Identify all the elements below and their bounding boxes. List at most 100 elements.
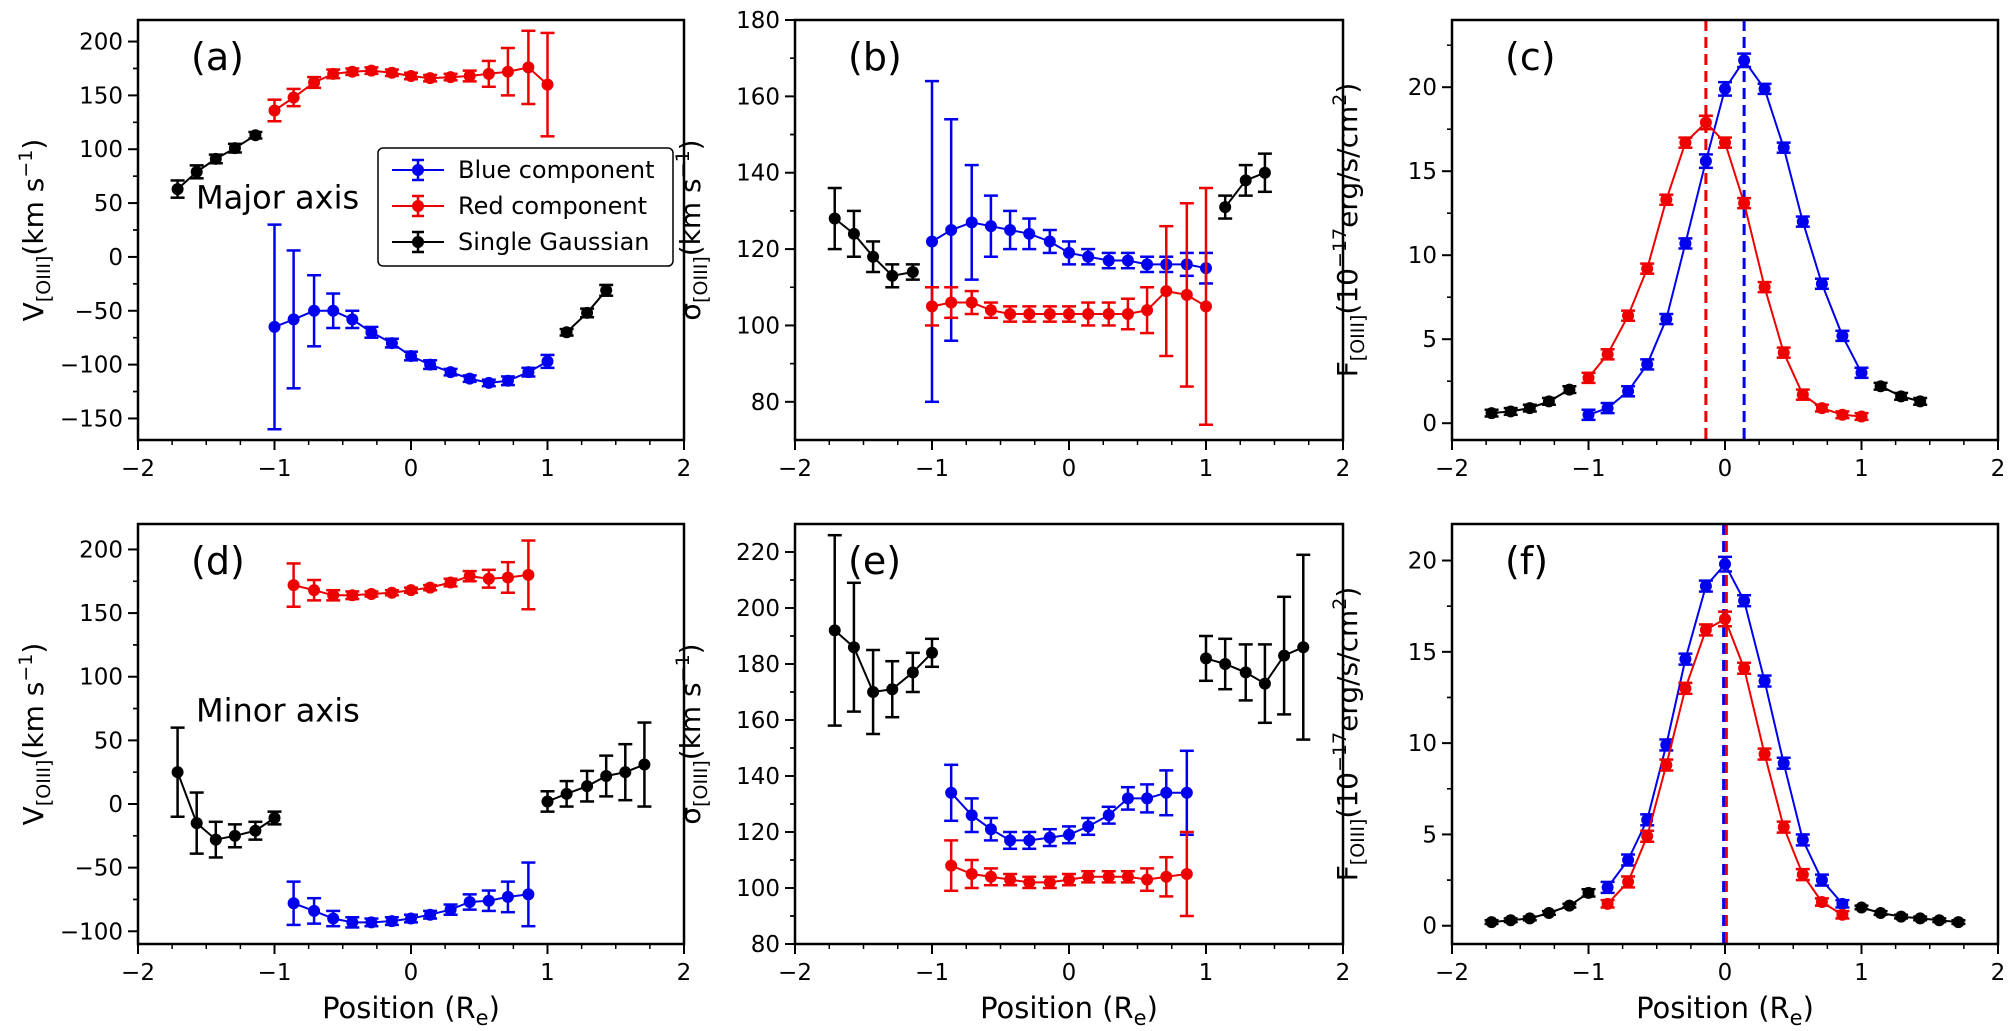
- x-tick-label: −2: [778, 456, 812, 482]
- data-point: [1660, 759, 1673, 772]
- y-label-part: ): [1331, 83, 1364, 94]
- data-point: [984, 220, 997, 233]
- legend: Blue component Red component Single Gaussi…: [377, 147, 674, 267]
- data-point: [1660, 738, 1673, 751]
- y-axis-label: σ[OIII](km s−1): [672, 139, 712, 320]
- data-point: [1297, 641, 1310, 654]
- y-tick-label: 10: [1408, 243, 1437, 269]
- y-tick-label: −150: [60, 406, 123, 432]
- data-point: [906, 266, 919, 278]
- x-tick-label: 2: [677, 456, 692, 482]
- data-point: [1523, 912, 1536, 925]
- x-label-sub: e: [476, 1006, 489, 1030]
- data-point: [1102, 308, 1115, 320]
- data-point: [444, 576, 457, 589]
- data-point: [249, 824, 262, 837]
- data-point: [965, 809, 978, 822]
- y-tick-label: 15: [1408, 640, 1437, 666]
- y-label-part: ): [674, 643, 707, 654]
- data-point: [1815, 896, 1828, 908]
- data-point: [1043, 876, 1056, 889]
- data-point: [926, 235, 938, 248]
- x-tick-label: 0: [1062, 456, 1077, 482]
- data-point: [1563, 899, 1576, 912]
- data-point: [1699, 116, 1712, 129]
- data-point: [171, 183, 184, 196]
- data-point: [1239, 174, 1252, 187]
- x-tick-label: 2: [1991, 456, 2006, 482]
- y-tick-label: 80: [751, 390, 780, 416]
- panel-label: (b): [848, 35, 902, 79]
- y-tick-label: 80: [751, 932, 780, 958]
- data-point: [1758, 675, 1771, 688]
- data-point: [867, 686, 880, 698]
- y-label-part: erg/s/cm: [1331, 610, 1364, 732]
- series-red-component: [1581, 114, 1869, 423]
- data-point: [1933, 914, 1946, 927]
- data-point: [1504, 405, 1517, 418]
- panel-label: (d): [191, 539, 245, 583]
- x-label-text: Position (R: [1636, 991, 1790, 1025]
- data-point: [1082, 250, 1095, 263]
- y-label-part: (: [674, 245, 707, 256]
- y-axis-label: σ[OIII](km s−1): [672, 643, 712, 824]
- data-point: [1952, 916, 1965, 929]
- data-point: [1004, 873, 1017, 886]
- data-point: [1082, 870, 1095, 883]
- data-point: [945, 859, 958, 872]
- data-point: [1699, 155, 1712, 168]
- y-label-part: −17: [1329, 732, 1351, 772]
- y-label-part: (: [674, 749, 707, 760]
- data-point: [1239, 666, 1252, 679]
- data-point: [886, 683, 899, 696]
- data-point: [1523, 402, 1536, 415]
- data-point: [1121, 870, 1134, 883]
- data-point: [965, 296, 978, 309]
- x-tick-label: −2: [778, 960, 812, 986]
- axes-frame: [793, 18, 1345, 442]
- data-point: [385, 66, 398, 79]
- data-point: [619, 766, 632, 779]
- data-point: [209, 152, 222, 165]
- x-label-sub: e: [1790, 1006, 1803, 1030]
- y-tick-label: 100: [736, 313, 780, 339]
- data-point: [228, 829, 241, 842]
- data-point: [1679, 653, 1692, 666]
- x-tick-label: −1: [258, 456, 292, 482]
- data-point: [1855, 410, 1868, 423]
- data-point: [444, 903, 457, 916]
- y-tick-label: 150: [79, 601, 123, 627]
- data-point: [1855, 901, 1868, 914]
- data-point: [1542, 906, 1555, 919]
- data-point: [327, 912, 340, 925]
- data-point: [1719, 612, 1731, 625]
- y-tick-label: 100: [79, 137, 123, 163]
- series-line: [1588, 58, 1863, 416]
- y-tick-label: −100: [60, 353, 123, 379]
- series-red-component: [925, 186, 1213, 426]
- y-label-part: F: [1331, 865, 1364, 881]
- data-point: [522, 61, 535, 74]
- y-label-part: 10: [1331, 772, 1364, 808]
- data-point: [1660, 313, 1673, 326]
- data-point: [190, 165, 203, 178]
- data-point: [1063, 308, 1075, 320]
- x-tick-label: 0: [1718, 456, 1733, 482]
- data-point: [1796, 868, 1809, 881]
- data-point: [1699, 580, 1712, 593]
- data-point: [945, 224, 958, 236]
- series-red-component: [944, 830, 1194, 918]
- data-point: [1641, 830, 1654, 843]
- x-tick-label: 2: [1336, 960, 1351, 986]
- data-point: [365, 64, 378, 77]
- series-single-gaussian: [559, 283, 614, 339]
- data-point: [365, 916, 378, 929]
- series-blue-component: [286, 861, 536, 929]
- legend-item-red-component: Red component: [392, 192, 647, 220]
- y-tick-label: 10: [1408, 731, 1437, 757]
- data-point: [268, 104, 281, 117]
- data-point: [424, 72, 437, 85]
- data-point: [190, 817, 203, 830]
- y-label-part: ): [674, 139, 707, 150]
- y-label-part: [OIII]: [33, 256, 55, 303]
